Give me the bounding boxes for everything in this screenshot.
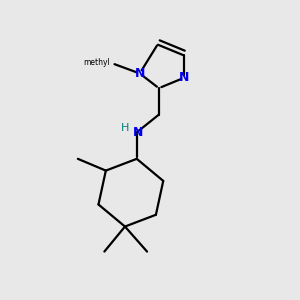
Text: H: H <box>121 123 129 133</box>
Text: N: N <box>133 126 143 139</box>
Text: N: N <box>179 71 189 84</box>
Text: N: N <box>134 67 145 80</box>
Text: methyl: methyl <box>83 58 110 67</box>
